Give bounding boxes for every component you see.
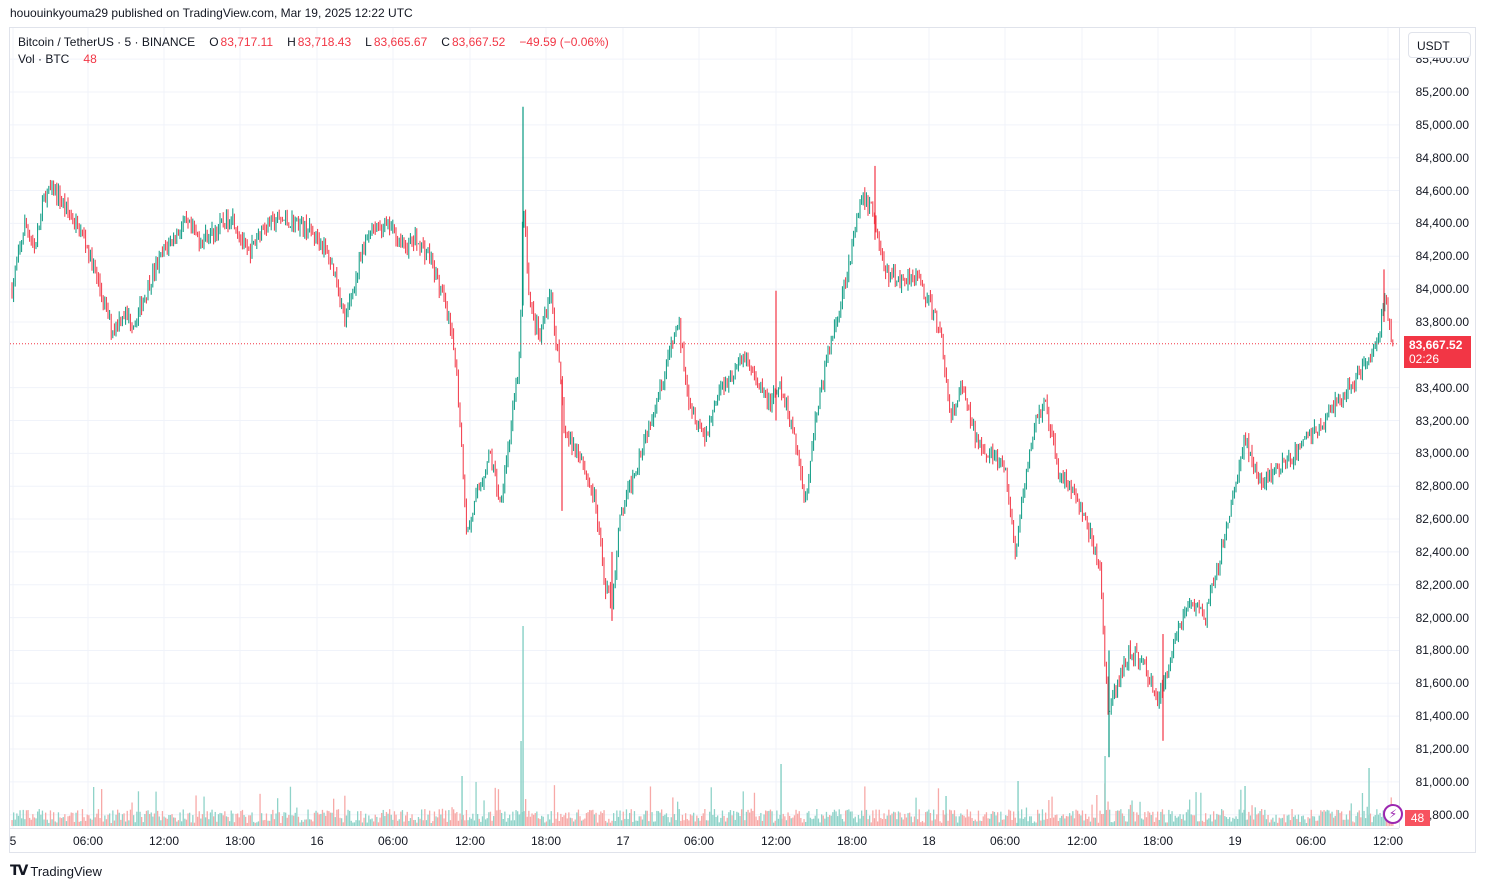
- currency-button[interactable]: USDT: [1408, 32, 1471, 58]
- chart-legend: Bitcoin / TetherUS · 5 · BINANCE O 83,717…: [18, 34, 611, 68]
- bar-countdown: 02:26: [1409, 352, 1440, 366]
- time-tick-label: 18:00: [836, 834, 868, 848]
- time-tick-label: 12:00: [1372, 834, 1404, 848]
- change-value: −49.59 (−0.06%): [519, 35, 609, 49]
- time-tick-label: 06:00: [377, 834, 409, 848]
- volume-label[interactable]: Vol · BTC: [18, 52, 70, 66]
- time-tick-label: 18: [922, 834, 936, 848]
- price-tick-label: 83,200.00: [1415, 413, 1469, 428]
- price-tick-label: 84,200.00: [1415, 249, 1469, 264]
- time-tick-label: 18:00: [1142, 834, 1174, 848]
- volume-row: Vol · BTC 48: [18, 51, 611, 68]
- time-tick-label: 06:00: [72, 834, 104, 848]
- price-tick-label: 81,600.00: [1415, 676, 1469, 691]
- volume-badge: 48: [1405, 810, 1430, 826]
- high-value: 83,718.43: [297, 35, 352, 49]
- price-tick-label: 85,200.00: [1415, 85, 1469, 99]
- price-tick-label: 84,400.00: [1415, 216, 1469, 231]
- price-tick-label: 82,800.00: [1415, 479, 1469, 494]
- time-tick-label: 18:00: [224, 834, 256, 848]
- time-tick-label: 12:00: [148, 834, 180, 848]
- price-tick-label: 81,400.00: [1415, 709, 1469, 724]
- chart-plot-area[interactable]: [10, 28, 1399, 828]
- open-label: O: [209, 35, 219, 49]
- price-tick-label: 85,000.00: [1415, 117, 1469, 132]
- candlestick-chart: [10, 28, 1399, 828]
- price-tick-label: 84,600.00: [1415, 183, 1469, 198]
- volume-value: 48: [83, 52, 97, 66]
- time-tick-label: 06:00: [989, 834, 1021, 848]
- publish-line: hououinkyouma29 published on TradingView…: [10, 6, 413, 20]
- ohlc-row: Bitcoin / TetherUS · 5 · BINANCE O 83,717…: [18, 34, 611, 51]
- lightning-icon[interactable]: ⚡: [1383, 804, 1403, 824]
- tradingview-brand: TradingView: [30, 863, 102, 879]
- price-tick-label: 82,600.00: [1415, 512, 1469, 527]
- close-value: 83,667.52: [451, 35, 506, 49]
- time-tick-label: 12:00: [760, 834, 792, 848]
- time-tick-label: 18:00: [530, 834, 562, 848]
- time-tick-label: 12:00: [454, 834, 486, 848]
- price-axis[interactable]: 85,400.00 85,200.00 85,000.00 84,800.00 84,6…: [1399, 28, 1475, 828]
- time-tick-label: 17: [616, 834, 630, 848]
- price-tick-label: 82,200.00: [1415, 577, 1469, 592]
- price-tick-label: 83,800.00: [1415, 314, 1469, 329]
- last-price-tag: 83,667.52 02:26: [1404, 336, 1471, 368]
- open-value: 83,717.11: [220, 35, 274, 49]
- high-label: H: [287, 35, 296, 49]
- price-tick-label: 83,400.00: [1415, 380, 1469, 395]
- time-tick-label: 06:00: [683, 834, 715, 848]
- time-tick-label: 19: [1228, 834, 1242, 848]
- time-axis[interactable]: 5 06:00 12:00 18:00 16 06:00 12:00 18:00 17 06:00…: [9, 828, 1403, 852]
- last-price-value: 83,667.52: [1409, 338, 1463, 352]
- chart-frame: [9, 27, 1476, 853]
- time-tick-label: 06:00: [1295, 834, 1327, 848]
- time-tick-label: 16: [310, 834, 324, 848]
- price-tick-label: 82,400.00: [1415, 544, 1469, 559]
- price-tick-label: 84,800.00: [1415, 150, 1469, 165]
- price-tick-label: 82,000.00: [1415, 610, 1469, 625]
- low-value: 83,665.67: [373, 35, 428, 49]
- tradingview-logo-icon: TV: [10, 863, 28, 879]
- price-tick-label: 81,800.00: [1415, 643, 1469, 658]
- tradingview-logo[interactable]: TV TradingView: [10, 863, 102, 879]
- price-tick-label: 84,000.00: [1415, 282, 1469, 297]
- close-label: C: [441, 35, 450, 49]
- price-tick-label: 83,000.00: [1415, 446, 1469, 461]
- price-tick-label: 81,200.00: [1415, 742, 1469, 756]
- time-tick-label: 12:00: [1066, 834, 1098, 848]
- symbol-label[interactable]: Bitcoin / TetherUS · 5 · BINANCE: [18, 35, 196, 49]
- time-tick-label: 5: [9, 834, 17, 848]
- low-label: L: [365, 35, 372, 49]
- price-tick-label: 81,000.00: [1415, 774, 1469, 789]
